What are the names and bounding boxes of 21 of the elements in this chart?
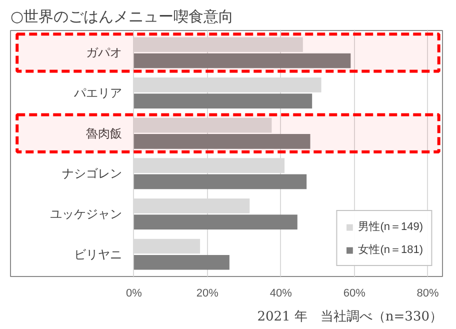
- bar: [134, 94, 312, 108]
- bar: [134, 53, 351, 68]
- legend-label: 女性(n＝181): [358, 243, 423, 257]
- bar: [134, 174, 307, 190]
- y-tick-label: 魯肉飯: [86, 126, 122, 140]
- legend-label: 男性(n＝149): [358, 220, 423, 234]
- x-tick-label: 80%: [416, 288, 440, 300]
- x-tick-label: 40%: [270, 288, 292, 300]
- x-tick-label: 0%: [126, 288, 142, 300]
- chart-title: ○世界のごはんメニュー喫食意向: [10, 8, 234, 26]
- bar: [134, 254, 230, 270]
- bar: [134, 134, 310, 149]
- text: 2021 年 当社調べ（n=330）: [257, 310, 442, 324]
- x-tick-label: 60%: [343, 288, 366, 300]
- y-tick-label: ビリヤニ: [74, 247, 122, 262]
- y-tick-label: ナシゴレン: [62, 166, 122, 181]
- y-tick-label: パエリア: [73, 86, 122, 100]
- y-tick-label: ユッケジャン: [50, 206, 122, 221]
- y-tick-label: ガパオ: [86, 46, 122, 60]
- bar: [134, 214, 298, 230]
- x-tick-label: 20%: [196, 288, 219, 300]
